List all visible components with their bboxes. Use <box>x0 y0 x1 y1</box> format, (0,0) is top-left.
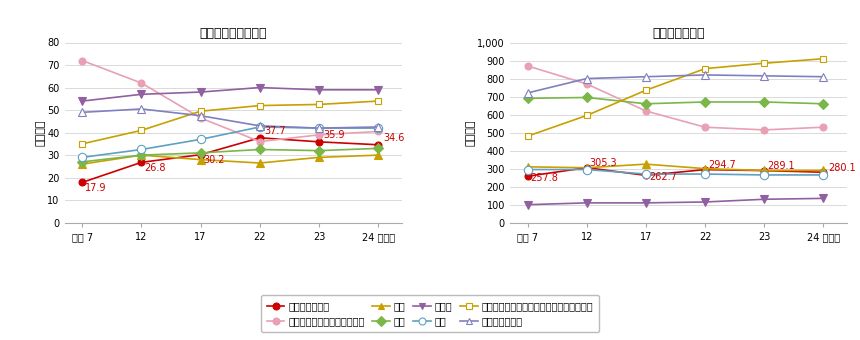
Text: 262.7: 262.7 <box>648 172 677 182</box>
Title: （雇用誘発数）: （雇用誘発数） <box>652 27 704 40</box>
Text: 289.1: 289.1 <box>767 161 795 171</box>
Text: 37.7: 37.7 <box>265 126 286 136</box>
Text: 35.9: 35.9 <box>323 131 345 140</box>
Text: 257.8: 257.8 <box>531 173 558 183</box>
Y-axis label: （兆円）: （兆円） <box>36 119 46 146</box>
Legend: 情報通信産業計, 建設（除電気通信施設建設）, 卸売, 小売, 不動産, 公務, 医療保健社会保障介護その他公共サービス, 対個人サービス: 情報通信産業計, 建設（除電気通信施設建設）, 卸売, 小売, 不動産, 公務,… <box>261 295 599 332</box>
Y-axis label: （万人）: （万人） <box>466 119 476 146</box>
Title: （付加価値誘発額）: （付加価値誘発額） <box>200 27 267 40</box>
Text: 26.8: 26.8 <box>144 163 166 173</box>
Text: 17.9: 17.9 <box>85 183 107 193</box>
Text: 294.7: 294.7 <box>708 160 736 170</box>
Text: 280.1: 280.1 <box>828 163 856 173</box>
Text: 30.2: 30.2 <box>204 155 225 165</box>
Text: 34.6: 34.6 <box>383 133 404 143</box>
Text: 305.3: 305.3 <box>590 158 617 168</box>
